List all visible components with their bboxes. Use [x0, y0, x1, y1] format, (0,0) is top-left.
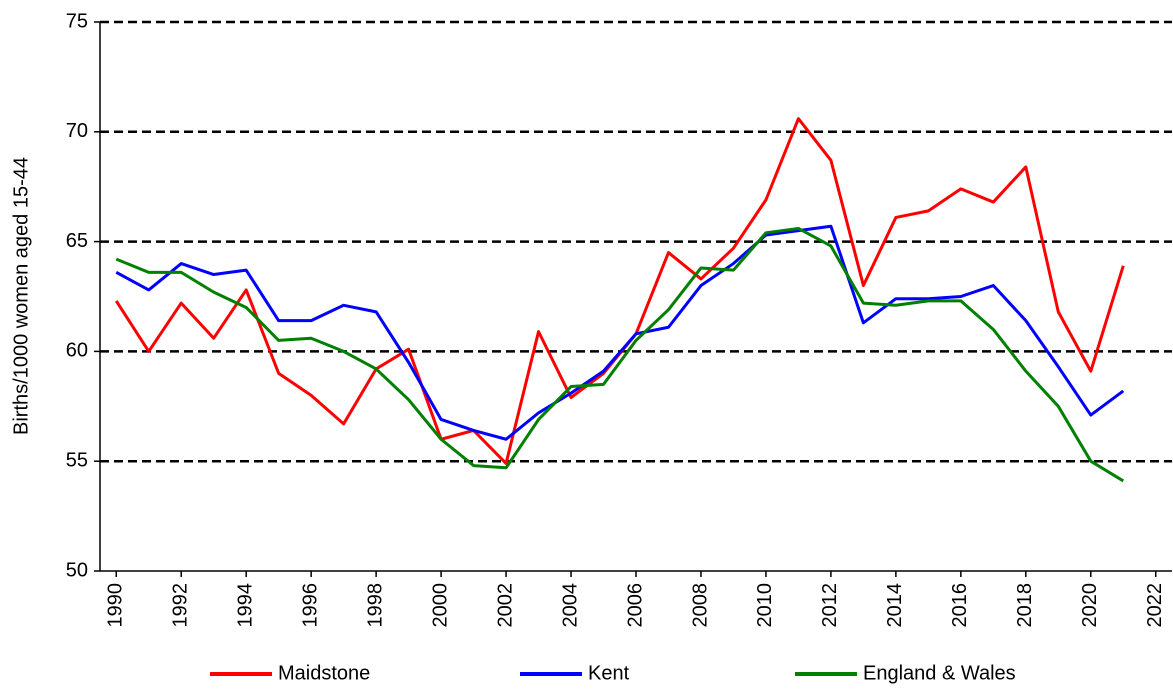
- x-tick-label: 1990: [105, 583, 127, 628]
- x-tick-label: 2012: [819, 583, 841, 628]
- y-tick-label: 55: [66, 449, 88, 471]
- legend-label: Maidstone: [278, 662, 370, 684]
- x-tick-label: 1992: [169, 583, 191, 628]
- y-axis-label: Births/1000 women aged 15-44: [10, 157, 32, 435]
- x-tick-label: 2020: [1079, 583, 1101, 628]
- x-tick-label: 2000: [429, 583, 451, 628]
- x-tick-label: 1994: [234, 583, 256, 628]
- x-tick-label: 2022: [1144, 583, 1166, 628]
- x-tick-label: 1998: [364, 583, 386, 628]
- y-tick-label: 60: [66, 340, 88, 362]
- x-tick-label: 2014: [884, 583, 906, 628]
- legend-label: England & Wales: [863, 662, 1016, 684]
- x-tick-label: 2004: [559, 583, 581, 628]
- x-tick-label: 2008: [689, 583, 711, 628]
- series-line: [115, 226, 1125, 483]
- y-tick-label: 75: [66, 10, 88, 32]
- y-tick-label: 70: [66, 120, 88, 142]
- legend-label: Kent: [588, 662, 630, 684]
- x-tick-label: 2002: [494, 583, 516, 628]
- y-tick-label: 50: [66, 559, 88, 581]
- x-tick-label: 2006: [624, 583, 646, 628]
- series-line: [115, 224, 1125, 441]
- series-line: [114, 117, 1125, 465]
- x-tick-label: 2018: [1014, 583, 1036, 628]
- x-tick-label: 2016: [949, 583, 971, 628]
- y-tick-label: 65: [66, 230, 88, 252]
- x-tick-label: 1996: [299, 583, 321, 628]
- x-tick-label: 2010: [754, 583, 776, 628]
